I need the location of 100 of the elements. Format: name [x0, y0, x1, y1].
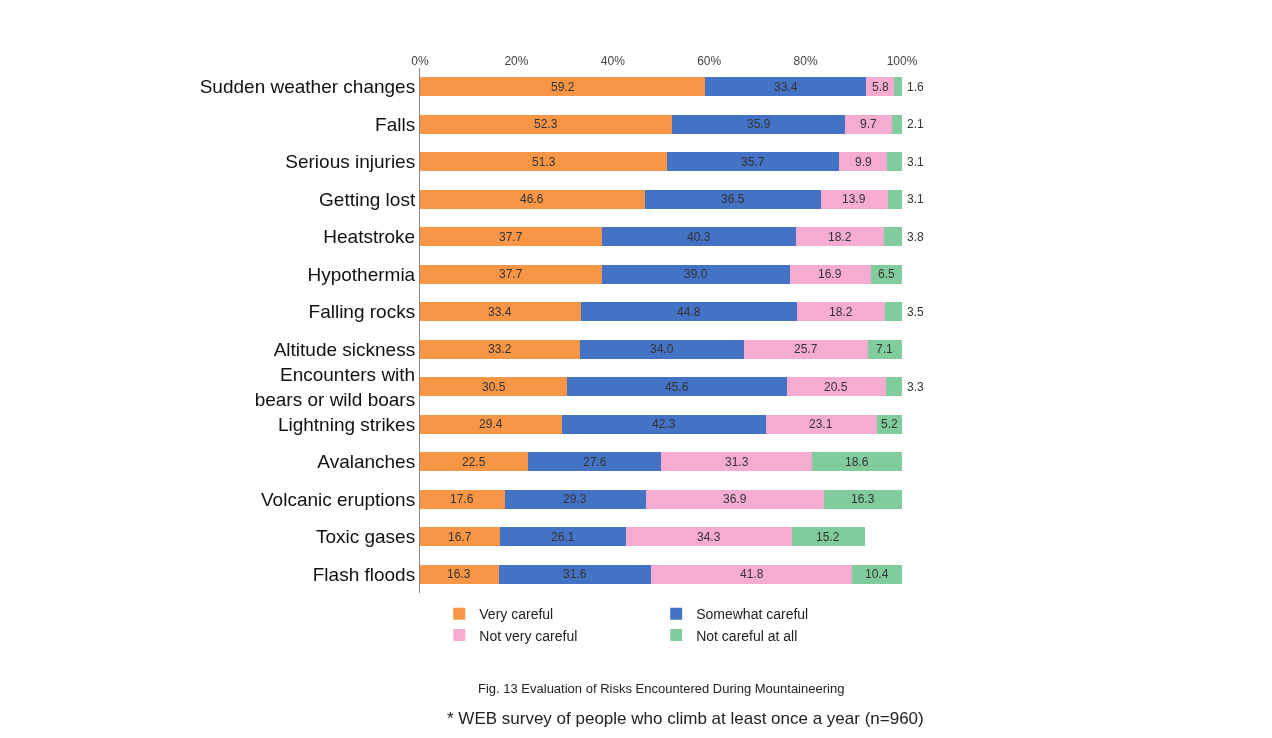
data-label: 16.9: [818, 267, 842, 281]
y-tick-label: Toxic gases: [315, 526, 416, 548]
bar: [743, 339, 868, 359]
bar: [420, 189, 645, 209]
data-label: 10.4: [865, 567, 889, 581]
bar: [580, 339, 744, 359]
data-label: 37.7: [499, 267, 523, 281]
y-tick-label: Lightning strikes: [277, 413, 416, 435]
bar: [765, 414, 877, 434]
y-tick-label: Sudden weather changes: [199, 76, 416, 98]
x-tick-label: 60%: [697, 53, 722, 68]
data-label: 6.5: [878, 267, 896, 281]
data-label: 3.3: [907, 380, 925, 394]
legend-label: Not careful at all: [696, 627, 798, 644]
bar: [887, 152, 902, 172]
bar: [894, 77, 902, 97]
data-label: 15.2: [816, 530, 840, 544]
data-label: 31.6: [563, 567, 587, 581]
bar: [601, 264, 790, 284]
bar: [561, 414, 766, 434]
data-label: 52.3: [534, 117, 558, 131]
bar: [601, 227, 796, 247]
data-label: 33.2: [488, 342, 512, 356]
data-label: 40.3: [687, 230, 711, 244]
bar: [420, 114, 673, 134]
bar: [420, 377, 568, 397]
data-label: 2.1: [907, 117, 925, 131]
bar: [852, 564, 902, 584]
text: * WEB survey of people who climb at least once a year (n=960): [447, 709, 924, 728]
bar: [420, 414, 562, 434]
bar: [786, 377, 886, 397]
data-label: 3.5: [907, 305, 925, 319]
data-label: 44.8: [677, 305, 701, 319]
data-label: 5.2: [881, 417, 899, 431]
bar: [887, 189, 902, 209]
data-label: 5.8: [872, 80, 890, 94]
data-label: 41.8: [740, 567, 764, 581]
data-label: 29.3: [563, 492, 587, 506]
bar: [420, 302, 581, 322]
y-tick-label: Falls: [375, 113, 416, 135]
bar: [420, 452, 529, 472]
data-label: 34.0: [650, 342, 674, 356]
y-tick-label: Volcanic eruptions: [260, 488, 416, 510]
bar: [820, 189, 888, 209]
data-label: 16.3: [447, 567, 471, 581]
data-label: 51.3: [532, 155, 556, 169]
bar: [891, 114, 902, 134]
bar: [504, 489, 647, 509]
data-label: 1.6: [907, 80, 925, 94]
bar: [705, 77, 867, 97]
bar: [789, 264, 872, 284]
data-label: 25.7: [794, 342, 818, 356]
x-tick-label: 0%: [411, 53, 429, 68]
data-label: 31.3: [725, 455, 749, 469]
bar: [420, 339, 581, 359]
legend-label: Not very careful: [479, 627, 578, 644]
data-label: 9.7: [860, 117, 878, 131]
data-label: 34.3: [697, 530, 721, 544]
data-label: 18.2: [828, 230, 852, 244]
bar: [823, 489, 902, 509]
x-tick-label: 100%: [886, 53, 918, 68]
data-label: 33.4: [488, 305, 512, 319]
data-label: 29.4: [479, 417, 503, 431]
data-label: 27.6: [583, 455, 607, 469]
bar: [644, 189, 821, 209]
bar: [420, 152, 668, 172]
bar: [796, 302, 885, 322]
bar: [646, 489, 824, 509]
y-tick-label: Getting lost: [319, 188, 416, 210]
data-label: 18.2: [829, 305, 853, 319]
data-label: 20.5: [824, 380, 848, 394]
data-label: 36.5: [721, 192, 745, 206]
data-label: 39.0: [684, 267, 708, 281]
data-label: 46.6: [520, 192, 544, 206]
bar: [867, 339, 902, 359]
x-tick-label: 40%: [600, 53, 626, 68]
legend-label: Very careful: [479, 606, 554, 623]
bar: [883, 227, 902, 247]
x-tick-label: 20%: [504, 53, 529, 68]
bar: [528, 452, 662, 472]
data-label: 23.1: [809, 417, 833, 431]
bar: [420, 489, 505, 509]
x-tick-label: 80%: [793, 53, 818, 68]
bar: [420, 527, 501, 547]
data-label: 18.6: [845, 455, 869, 469]
y-tick-label: Encounters with bears or wild boars: [254, 364, 416, 410]
y-tick-label: Hypothermia: [307, 263, 416, 285]
bar: [839, 152, 888, 172]
data-label: 13.9: [842, 192, 866, 206]
data-label: 16.7: [448, 530, 472, 544]
data-label: 33.4: [774, 80, 798, 94]
data-label: 45.6: [665, 380, 689, 394]
data-label: 37.7: [499, 230, 523, 244]
bar: [500, 527, 627, 547]
y-tick-label: Flash floods: [312, 563, 416, 585]
bar: [672, 114, 846, 134]
y-tick-label: Falling rocks: [308, 301, 416, 323]
data-label: 35.9: [747, 117, 771, 131]
data-label: 3.8: [907, 230, 925, 244]
data-label: 17.6: [450, 492, 474, 506]
